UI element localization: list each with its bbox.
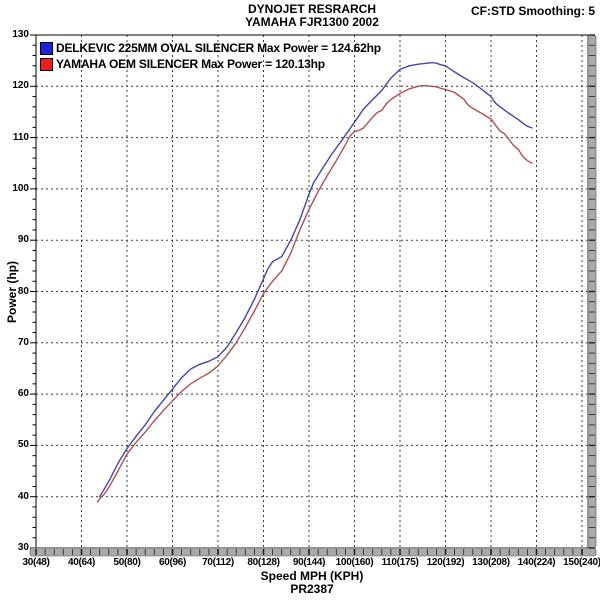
delkevic-color-swatch-icon [40, 41, 53, 55]
yamaha-oem-curve [96, 84, 533, 503]
x-tick-label: 120(192) [426, 557, 465, 568]
y-tick-label: 70 [17, 336, 29, 348]
x-tick-label: 70(112) [202, 557, 234, 568]
legend-item-delkevic: DELKEVIC 225MM OVAL SILENCER Max Power =… [40, 40, 381, 56]
x-tick-label: 40(64) [67, 557, 96, 568]
chart-title-line1: DYNOJET RESRARCH [247, 2, 376, 16]
y-tick-label: 130 [12, 29, 29, 40]
run-id: PR2387 [290, 582, 334, 596]
legend: DELKEVIC 225MM OVAL SILENCER Max Power =… [40, 40, 381, 72]
x-tick-label: 80(128) [247, 557, 280, 568]
legend-label-yamaha-oem: YAMAHA OEM SILENCER Max Power = 120.13hp [56, 57, 325, 71]
x-tick-label: 60(96) [158, 557, 187, 568]
smoothing-setting: CF:STD Smoothing: 5 [471, 4, 595, 18]
y-tick-label: 120 [12, 80, 29, 92]
x-axis-bar [29, 547, 597, 557]
legend-item-yamaha-oem: YAMAHA OEM SILENCER Max Power = 120.13hp [40, 56, 381, 72]
x-tick-label: 50(80) [113, 557, 141, 568]
chart-title-line2: YAMAHA FJR1300 2002 [245, 15, 379, 29]
delkevic-curve [98, 61, 533, 498]
x-tick-label: 140(224) [517, 557, 556, 568]
legend-label-delkevic: DELKEVIC 225MM OVAL SILENCER Max Power =… [56, 41, 381, 55]
x-tick-label: 110(175) [381, 557, 419, 568]
y-tick-label: 60 [17, 388, 29, 400]
x-tick-label: 30(48) [22, 557, 50, 568]
x-tick-label: 100(160) [335, 557, 374, 568]
x-axis-title: Speed MPH (KPH) [260, 569, 364, 583]
y-tick-label: 80 [17, 285, 29, 297]
x-tick-label: 90(144) [292, 557, 326, 568]
oem-color-swatch-icon [40, 57, 53, 71]
y-tick-label: 90 [17, 234, 29, 246]
y-tick-label: 30 [17, 542, 29, 553]
y-tick-label: 110 [12, 131, 29, 143]
y-tick-label: 40 [17, 490, 29, 502]
y-tick-label: 50 [17, 439, 29, 451]
x-tick-label: 130(208) [472, 557, 510, 568]
y-tick-label: 100 [12, 182, 29, 194]
x-tick-label: 150(240) [563, 557, 600, 568]
